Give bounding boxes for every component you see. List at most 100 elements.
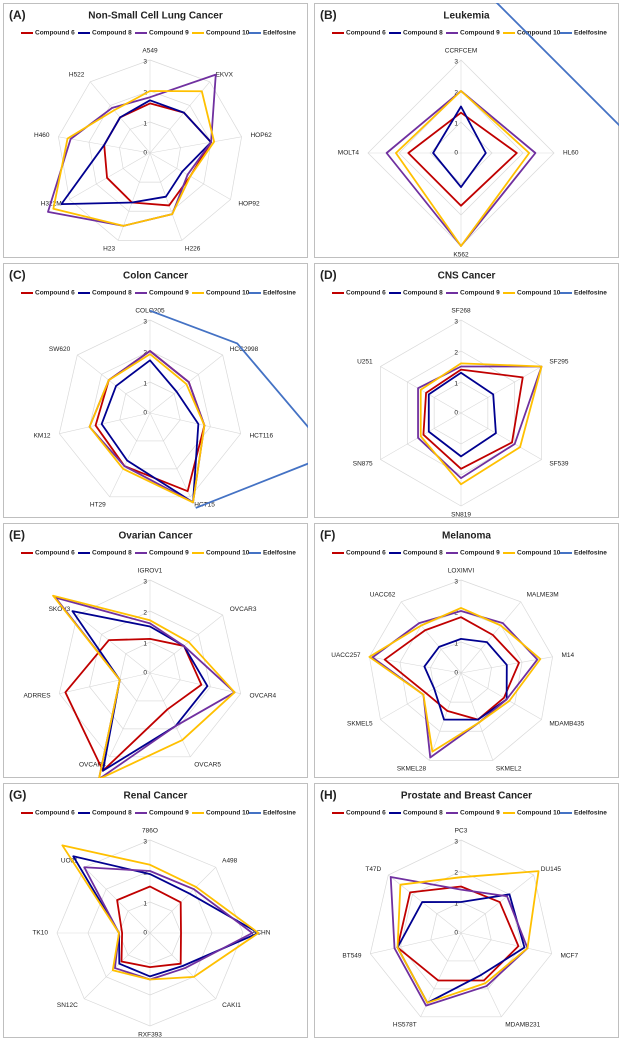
category-label: H226 (185, 246, 201, 253)
panel-frame (3, 783, 308, 1038)
panel-frame (3, 523, 308, 778)
category-label: T47D (365, 866, 381, 873)
grid-ring (89, 610, 211, 730)
category-label: HL60 (563, 150, 579, 157)
category-label: HOP92 (238, 201, 260, 208)
category-label: CCRFCEM (445, 48, 478, 55)
legend-label: Edelfosine (574, 30, 607, 37)
category-label: MDAMB435 (549, 721, 584, 728)
category-label: ADRRES (23, 692, 51, 699)
panel-label: (A) (9, 8, 26, 22)
spoke (149, 672, 191, 757)
series-line (149, 309, 308, 509)
legend-label: Compound 10 (517, 550, 561, 557)
legend-label: Compound 9 (149, 30, 189, 37)
spoke (460, 932, 552, 954)
category-label: SN819 (451, 512, 471, 519)
panel: (H) Prostate and Breast Cancer Compound 6 C… (314, 783, 619, 1038)
category-label: CAKI1 (222, 1002, 241, 1009)
grid-ring (56, 839, 244, 1027)
category-label: KM12 (34, 432, 51, 439)
r-tick-label: 1 (454, 121, 458, 128)
category-label: UACC257 (331, 652, 361, 659)
legend-label: Compound 10 (206, 550, 250, 557)
panel-label: (B) (320, 8, 337, 22)
series-line (427, 371, 497, 458)
category-label: A549 (142, 48, 158, 55)
r-tick-label: 0 (454, 670, 458, 677)
grid-ring (58, 59, 242, 241)
r-tick-label: 3 (454, 319, 458, 326)
spoke (460, 672, 542, 720)
panel-label: (C) (9, 268, 26, 282)
grid-ring (398, 90, 524, 216)
legend-label: Edelfosine (263, 810, 296, 817)
series-line (383, 616, 520, 721)
grid-ring (119, 381, 181, 442)
category-label: IGROV1 (138, 568, 163, 575)
r-tick-label: 2 (143, 610, 147, 617)
category-label: RXF393 (138, 1032, 162, 1039)
r-tick-label: 1 (143, 381, 147, 388)
series-line (423, 638, 508, 721)
legend-label: Compound 10 (206, 290, 250, 297)
spoke (84, 932, 151, 999)
spoke (59, 412, 151, 434)
legend-label: Compound 8 (92, 290, 132, 297)
legend-label: Compound 8 (92, 550, 132, 557)
category-label: SN12C (57, 1002, 78, 1009)
panel-title: Leukemia (443, 11, 490, 22)
panel: (D) CNS Cancer Compound 6 Compound 8 Compoun… (314, 263, 619, 519)
series-line (116, 885, 182, 968)
panel: (C) Colon Cancer Compound 6 Compound 8 Compo… (3, 263, 308, 518)
legend-label: Compound 10 (206, 30, 250, 37)
legend-label: Compound 6 (346, 810, 386, 817)
legend-label: Compound 9 (149, 290, 189, 297)
category-label: M14 (561, 652, 574, 659)
category-label: OVCAR3 (230, 606, 257, 613)
series-line (419, 362, 543, 486)
panel-frame (314, 263, 619, 518)
category-label: H460 (34, 132, 50, 139)
spoke (149, 672, 241, 694)
spoke (149, 867, 216, 934)
panel-title: Renal Cancer (124, 791, 188, 802)
r-tick-label: 1 (454, 901, 458, 908)
category-label: H522 (69, 72, 85, 79)
category-label: UACC62 (370, 592, 396, 599)
spoke (428, 672, 462, 761)
category-label: SF268 (451, 308, 471, 315)
spoke (460, 601, 522, 674)
spoke (460, 412, 542, 460)
series-line (395, 90, 531, 247)
r-tick-label: 3 (143, 59, 147, 66)
spoke (380, 672, 462, 720)
grid-ring (118, 901, 182, 965)
r-tick-label: 1 (143, 121, 147, 128)
legend-label: Compound 8 (92, 810, 132, 817)
category-label: SKMEL5 (347, 721, 373, 728)
r-tick-label: 0 (454, 410, 458, 417)
panel: (E) Ovarian Cancer Compound 6 Compound 8 Com… (3, 523, 308, 778)
legend-label: Compound 9 (460, 550, 500, 557)
r-tick-label: 1 (143, 901, 147, 908)
category-label: EKVX (216, 72, 234, 79)
grid-ring (58, 579, 242, 758)
series-line (52, 90, 216, 227)
category-label: UO31 (61, 858, 78, 865)
r-tick-label: 3 (454, 59, 458, 66)
r-tick-label: 3 (454, 839, 458, 846)
category-label: OVCAR4 (249, 692, 276, 699)
category-label: SW620 (49, 346, 71, 353)
panel-frame (314, 3, 619, 258)
legend-label: Compound 10 (206, 810, 250, 817)
category-label: HT29 (90, 502, 106, 509)
spoke (59, 672, 151, 694)
category-label: OVCAR5 (194, 762, 221, 769)
panel-title: CNS Cancer (438, 271, 496, 282)
panel-title: Melanoma (442, 531, 491, 542)
panel-frame (314, 523, 619, 778)
r-tick-label: 0 (143, 930, 147, 937)
spoke (460, 672, 494, 761)
